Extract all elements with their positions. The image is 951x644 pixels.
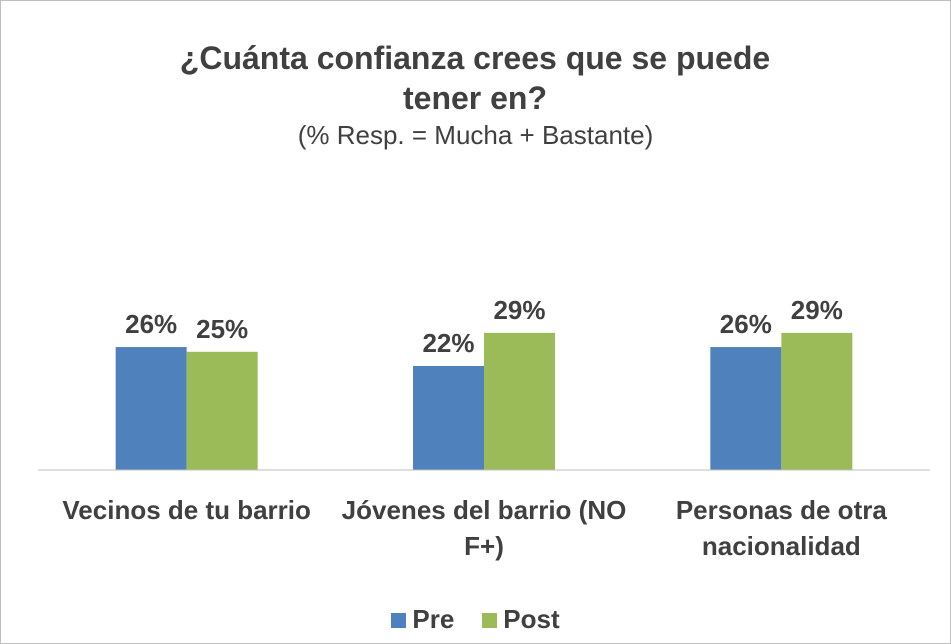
data-label: 26% <box>125 309 177 339</box>
bar <box>484 332 555 470</box>
legend: Pre Post <box>0 604 951 635</box>
bar <box>186 351 258 470</box>
data-label: 29% <box>791 295 843 325</box>
legend-swatch <box>482 613 498 628</box>
x-tick-label: Vecinos de tu barrio <box>62 495 311 525</box>
bar <box>115 347 187 470</box>
data-label: 29% <box>493 295 545 325</box>
legend-item: Post <box>482 604 560 635</box>
chart-title: ¿Cuánta confianza crees que se puede ten… <box>179 40 771 116</box>
x-tick-label: Jóvenes del barrio (NO F+) <box>341 495 627 561</box>
legend-label: Pre <box>412 604 455 634</box>
data-label: 22% <box>422 328 474 358</box>
legend-swatch <box>391 613 407 628</box>
legend-label: Post <box>503 604 560 634</box>
data-label: 26% <box>720 309 772 339</box>
bar <box>781 332 853 470</box>
bar <box>710 347 782 470</box>
legend-item: Pre <box>391 604 454 635</box>
x-tick-label: Personas de otra nacionalidad <box>675 495 887 561</box>
bar <box>413 365 484 470</box>
chart-subtitle: (% Resp. = Mucha + Bastante) <box>297 120 654 150</box>
data-label: 25% <box>196 314 248 344</box>
